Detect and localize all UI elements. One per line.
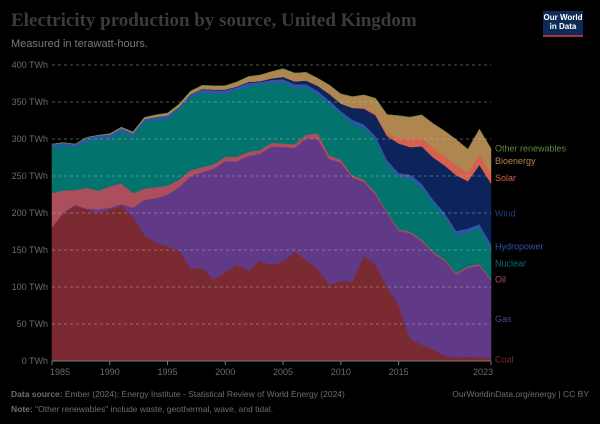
chart-subtitle: Measured in terawatt-hours. xyxy=(11,38,148,50)
data-source-label: Data source: xyxy=(11,389,63,399)
legend-label-gas[interactable]: Gas xyxy=(495,314,512,324)
legend-label-hydropower[interactable]: Hydropower xyxy=(495,241,544,251)
x-tick-label: 2023 xyxy=(473,367,493,377)
y-tick-label: 200 TWh xyxy=(12,208,48,218)
x-tick-label: 2015 xyxy=(389,367,409,377)
legend-label-coal[interactable]: Coal xyxy=(495,355,514,365)
chart-area: 0 TWh 50 TWh 100 TWh 150 TWh 200 TWh 250 TWh 3… xyxy=(12,60,567,377)
y-axis: 0 TWh 50 TWh 100 TWh 150 TWh 200 TWh 250 TWh 3… xyxy=(12,60,48,366)
logo-line-2: in Data xyxy=(549,22,577,31)
note-text: "Other renewables" include waste, geothe… xyxy=(32,404,274,414)
y-tick-label: 100 TWh xyxy=(12,282,48,292)
note-label: Note: xyxy=(11,404,33,414)
y-tick-label: 350 TWh xyxy=(12,97,48,107)
legend-label-solar[interactable]: Solar xyxy=(495,173,516,183)
legend: Coal Gas Oil Nuclear Hydropower Wind Solar Bioe… xyxy=(495,144,567,365)
y-tick-label: 0 TWh xyxy=(22,356,48,366)
x-tick-label: 2000 xyxy=(215,367,235,377)
area-other-renewables[interactable] xyxy=(51,68,492,150)
legend-label-bioenergy[interactable]: Bioenergy xyxy=(495,156,536,166)
data-source-text: Ember (2024); Energy Institute - Statist… xyxy=(62,389,345,399)
gridlines xyxy=(52,64,491,325)
x-tick-label: 1995 xyxy=(158,367,178,377)
x-tick-label: 1990 xyxy=(100,367,120,377)
legend-label-nuclear[interactable]: Nuclear xyxy=(495,259,526,269)
y-tick-label: 400 TWh xyxy=(12,60,48,70)
logo-line-1: Our World xyxy=(543,13,583,22)
legend-label-wind[interactable]: Wind xyxy=(495,209,516,219)
legend-label-oil[interactable]: Oil xyxy=(495,275,506,285)
x-tick-label: 2005 xyxy=(273,367,293,377)
owid-logo[interactable]: Our World in Data xyxy=(543,11,583,37)
x-tick-label: 2010 xyxy=(331,367,351,377)
y-tick-label: 250 TWh xyxy=(12,171,48,181)
stacked-areas xyxy=(51,68,492,362)
legend-label-other-renewables[interactable]: Other renewables xyxy=(495,144,567,154)
license-link[interactable]: OurWorldinData.org/energy | CC BY xyxy=(452,389,589,399)
data-source: Data source: Ember (2024); Energy Instit… xyxy=(11,389,345,399)
chart-title: Electricity production by source, United… xyxy=(11,10,417,31)
y-tick-label: 50 TWh xyxy=(17,319,48,329)
x-axis: 1985 1990 1995 2000 2005 2010 2015 2023 xyxy=(50,360,493,377)
chart-note: Note: "Other renewables" include waste, … xyxy=(11,404,273,414)
x-tick-label: 1985 xyxy=(50,367,70,377)
y-tick-label: 300 TWh xyxy=(12,134,48,144)
y-tick-label: 150 TWh xyxy=(12,245,48,255)
